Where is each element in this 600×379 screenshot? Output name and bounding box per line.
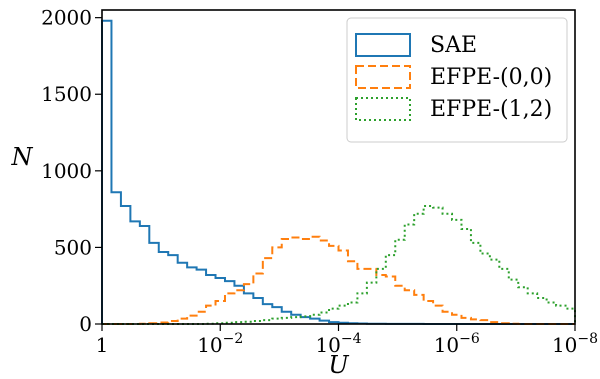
tick-layer: 1 10−2 10−4 10−6 10−8 0 500 1000 1500 2000 [41,6,598,357]
legend-label-efpe-0-0: EFPE-(0,0) [430,65,552,90]
x-tick-label: 10−2 [197,331,243,357]
y-axis-label: N [11,143,34,171]
series-line-1 [102,235,575,325]
legend: SAE EFPE-(0,0) EFPE-(1,2) [346,17,568,143]
x-tick-label: 10−4 [315,331,361,357]
y-tick-label: 0 [79,312,92,336]
x-tick-label: 1 [96,333,109,357]
series-line-2 [102,205,576,325]
y-tick-label: 2000 [41,6,92,30]
legend-label-sae: SAE [430,33,477,58]
series-efpe-0-0- [102,235,575,325]
series-efpe-1-2- [102,205,576,325]
legend-frame [346,17,568,143]
y-tick-label: 1000 [41,159,92,183]
legend-swatch-efpe-1-2 [355,97,411,121]
legend-swatch-sae [355,33,411,57]
y-tick-label: 500 [54,235,92,259]
legend-swatch-efpe-0-0 [355,65,411,89]
y-tick-label: 1500 [41,82,92,106]
x-tick-label: 10−8 [552,331,598,357]
legend-label-efpe-1-2: EFPE-(1,2) [430,97,552,122]
x-axis-label: U [328,351,349,379]
x-tick-label: 10−6 [434,331,480,357]
